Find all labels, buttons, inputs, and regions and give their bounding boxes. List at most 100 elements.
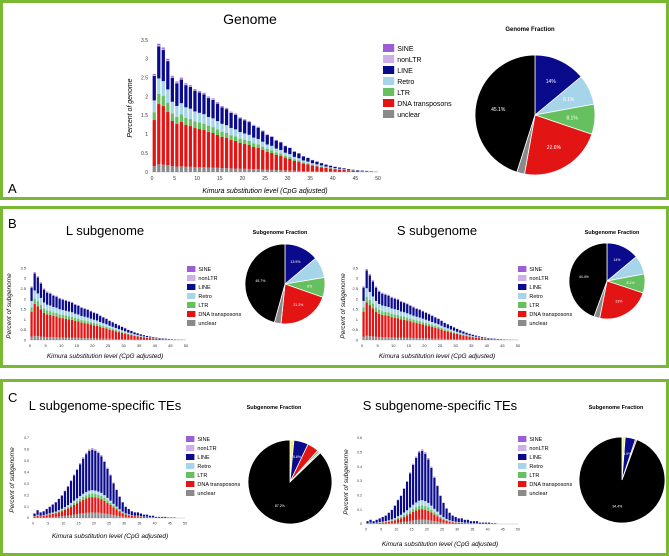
genome-bar-ltr [179, 114, 183, 123]
s-sub-bar-unclear [456, 339, 459, 340]
s-spec-ytick: 0.6 [357, 436, 362, 440]
s-spec-ytick: 0.5 [357, 451, 362, 455]
l-spec-ytick: 0 [27, 516, 29, 520]
l-sub-bar-dna-transposons [46, 314, 49, 338]
genome-bar-dna-transposons [297, 162, 301, 171]
l-sub-bar-unclear [33, 335, 36, 340]
l-sub-legend-label: LTR [198, 303, 208, 309]
s-sub-bar-ltr [393, 314, 396, 318]
l-spec-legend-label: unclear [197, 491, 215, 497]
s-sub-bar-unclear [368, 336, 371, 340]
s-sub-bar-unclear [440, 338, 443, 340]
l-sub-ytick: 1.5 [20, 307, 26, 312]
s-spec-pie-slice-label: 3.9% [623, 452, 631, 456]
s-sub-bar-dna-transposons [374, 311, 378, 337]
genome-bar-ltr [243, 139, 247, 145]
genome-legend-swatch [383, 99, 395, 107]
l-spec-bar-retro [88, 490, 91, 494]
l-spec-bar-sine [94, 449, 97, 451]
l-sub-bar-retro [86, 317, 89, 322]
l-sub-bar-unclear [114, 339, 117, 340]
s-sub-legend-label: SINE [529, 267, 542, 273]
s-sub-bar-dna-transposons [477, 338, 481, 340]
s-sub-bar-line [474, 335, 478, 337]
l-sub-pie-slice-label: 21.2% [293, 303, 303, 307]
l-spec-bar-ltr [112, 505, 115, 508]
s-sub-bar-line [434, 317, 437, 324]
genome-bar-line [157, 46, 161, 79]
s-spec-bar-nonltr [424, 453, 427, 454]
genome-bar-sine [215, 102, 220, 103]
genome-bar-retro [306, 161, 310, 164]
genome-xtick: 45 [353, 176, 359, 182]
l-sub-bar-dna-transposons [99, 326, 102, 339]
l-sub-bar-dna-transposons [114, 331, 117, 340]
l-sub-xtick: 25 [106, 343, 111, 348]
s-spec-bar-nonltr [408, 472, 412, 474]
s-spec-bar-ltr [396, 517, 400, 520]
s-sub-pie-slice-dna-transposons [599, 280, 644, 320]
l-sub-bar-sine [36, 276, 39, 277]
s-spec-bar-nonltr [412, 464, 415, 465]
l-sub-bar-sine [39, 282, 43, 283]
s-spec-xtick: 5 [380, 528, 382, 532]
genome-bar-unclear [152, 166, 156, 172]
l-spec-bar-unclear [60, 516, 63, 518]
l-spec-legend-label: Retro [197, 464, 210, 470]
l-spec-bar-dna-transposons [42, 515, 45, 518]
genome-bar-retro [193, 111, 197, 122]
genome-bar-dna-transposons [346, 170, 351, 172]
l-sub-bar-dna-transposons [39, 309, 43, 337]
l-sub-bar-retro [64, 310, 68, 316]
genome-bar-line [211, 99, 215, 119]
s-spec-bar-ltr [442, 518, 445, 520]
genome-bar-unclear [229, 168, 233, 172]
genome-bar-ltr [252, 143, 256, 148]
s-sub-bar-dna-transposons [449, 332, 453, 340]
genome-bar-retro [170, 101, 174, 114]
l-spec-bar-unclear [88, 512, 91, 518]
genome-bar-line [315, 161, 319, 165]
s-spec-bar-unclear [399, 522, 403, 524]
genome-bar-unclear [270, 169, 274, 172]
s-sub-bar-line [387, 295, 390, 307]
l-spec-bar-line [136, 512, 139, 516]
s-spec-bar-ltr [421, 505, 424, 510]
s-spec-bar-dna-transposons [402, 516, 406, 522]
l-spec-bar-dna-transposons [72, 504, 76, 515]
l-spec-bar-unclear [100, 512, 103, 518]
s-spec-xtick: 25 [440, 528, 444, 532]
l-sub-bar-ltr [95, 323, 99, 326]
s-sub-bar-unclear [371, 336, 375, 340]
genome-bar-nonltr [188, 86, 193, 87]
genome-bar-retro [243, 133, 247, 140]
genome-bar-dna-transposons [152, 120, 156, 167]
s-spec-bar-line [460, 518, 463, 523]
s-spec-bar-unclear [433, 521, 436, 524]
genome-bar-dna-transposons [360, 171, 364, 172]
l-spec-bar-ltr [124, 514, 127, 515]
genome-bar-line [179, 79, 183, 104]
s-spec-legend-swatch [518, 436, 527, 442]
s-spec-bar-line [488, 522, 491, 524]
s-sub-bar-retro [431, 321, 434, 325]
l-sub-bar-unclear [120, 339, 124, 340]
genome-bar-retro [256, 138, 260, 145]
l-spec-bar-ltr [79, 498, 82, 502]
s-sub-bar-ltr [440, 328, 443, 330]
genome-legend-swatch [383, 77, 395, 85]
l-sub-bar-line [71, 302, 74, 313]
l-sub-xtick: 45 [168, 343, 173, 348]
l-spec-bar-ltr [75, 500, 79, 504]
genome-bar-nonltr [211, 99, 215, 100]
s-sub-bar-dna-transposons [421, 324, 424, 339]
l-sub-bar-line [136, 333, 139, 336]
s-sub-bar-dna-transposons [371, 308, 375, 337]
l-sub-bar-line [124, 328, 127, 332]
l-spec-ytick: 0.4 [24, 471, 29, 475]
l-sub-bar-line [99, 315, 102, 322]
genome-bar-unclear [166, 165, 170, 172]
l-sub-pie-slice-dna-transposons [280, 283, 324, 325]
genome-xtick: 10 [194, 176, 200, 182]
genome-legend-label: DNA transposons [397, 101, 452, 108]
